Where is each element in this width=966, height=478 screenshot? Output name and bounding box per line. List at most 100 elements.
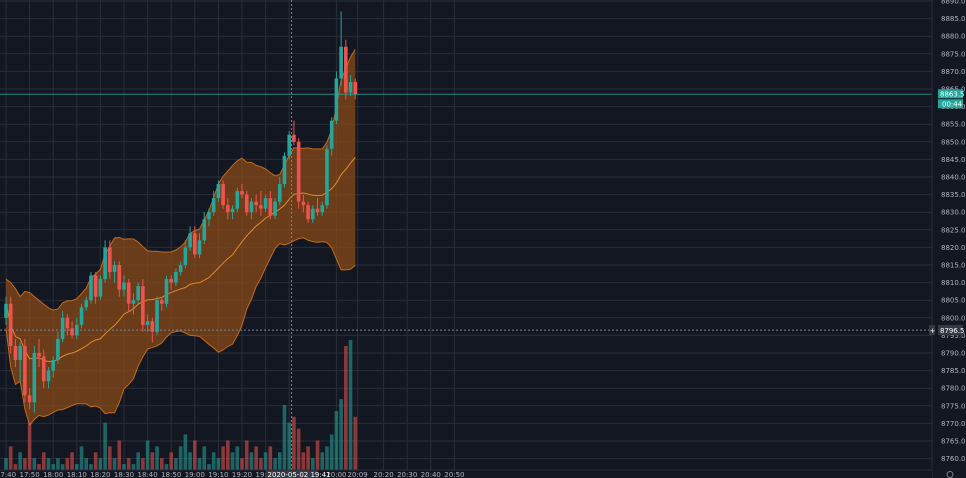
candle-body — [348, 81, 353, 93]
candle-body — [46, 370, 51, 382]
volume-bar — [254, 446, 258, 470]
candle-body — [320, 205, 325, 213]
volume-bar — [103, 422, 107, 470]
volume-bar — [292, 416, 296, 470]
candle-body — [315, 208, 320, 213]
volume-bar — [226, 440, 230, 470]
candle-body — [344, 46, 348, 93]
current-price-tag — [938, 89, 963, 99]
candle-body — [51, 360, 55, 371]
volume-bar — [240, 458, 244, 470]
candle-body — [32, 353, 37, 403]
candle-body — [296, 141, 301, 202]
x-tick-label: 19:20 — [232, 471, 252, 478]
volume-bar — [183, 434, 188, 470]
volume-bar — [159, 458, 164, 470]
candle-body — [103, 247, 107, 280]
x-tick-label: 20:40 — [421, 471, 441, 478]
x-tick-label: 19:10 — [208, 471, 228, 478]
candle-body — [70, 328, 74, 336]
y-tick-label: 8850.0 — [941, 138, 966, 146]
candle-body — [263, 198, 268, 209]
y-tick-label: 8780.0 — [941, 385, 966, 393]
candle-body — [216, 184, 221, 199]
candle-body — [339, 46, 343, 79]
candle-body — [126, 282, 131, 304]
volume-bar — [164, 464, 169, 470]
candle-body — [311, 208, 315, 220]
volume-bar — [211, 452, 216, 470]
y-tick-label: 8875.0 — [941, 50, 966, 58]
candle-body — [282, 155, 287, 185]
band-lower-line — [5, 237, 356, 427]
crosshair-price-label: 8796.5 — [940, 327, 965, 335]
price-axis[interactable]: 8760.0 8765.0 8770.0 8775.0 8780.0 8785.0 8790… — [931, 0, 966, 478]
volume-bars — [4, 340, 358, 470]
candle-body — [89, 275, 93, 301]
volume-bar — [268, 446, 273, 470]
candle-body — [306, 205, 310, 220]
volume-bar — [249, 452, 254, 470]
volume-bar — [79, 446, 84, 470]
candle-body — [235, 191, 240, 209]
y-tick-label: 8845.0 — [941, 156, 966, 164]
volume-bar — [46, 458, 51, 470]
candle-body — [41, 356, 46, 382]
volume-bar — [155, 446, 159, 470]
x-tick-label: 18:20 — [90, 471, 110, 478]
volume-bar — [197, 458, 202, 470]
candle-body — [221, 184, 225, 206]
candle-body — [353, 81, 358, 95]
volume-bar — [329, 434, 334, 470]
x-tick-label: 18:00 — [43, 471, 63, 478]
candle-body — [268, 198, 273, 216]
volume-bar — [122, 464, 126, 470]
candle-body — [108, 247, 112, 273]
candle-body — [18, 345, 22, 361]
candle-body — [197, 240, 202, 255]
candle-body — [60, 317, 65, 339]
y-tick-label: 8830.0 — [941, 209, 966, 217]
volume-bar — [98, 458, 103, 470]
x-tick-label: 20:50 — [444, 471, 464, 478]
volume-bar — [150, 452, 155, 470]
countdown-label: 00:44 — [942, 100, 963, 108]
x-tick-label: 20:09 — [348, 471, 368, 478]
candle-body — [202, 219, 207, 241]
candle-body — [174, 272, 178, 283]
volume-bar — [70, 452, 74, 470]
candle-body — [122, 282, 126, 290]
volume-bar — [51, 464, 55, 470]
volume-bar — [89, 464, 93, 470]
volume-bar — [136, 452, 140, 470]
volume-bar — [334, 410, 339, 470]
candle-body — [226, 205, 230, 213]
candle-body — [65, 317, 70, 329]
candle-body — [4, 303, 8, 318]
y-tick-label: 8810.0 — [941, 279, 966, 287]
candle-body — [273, 201, 277, 216]
x-tick-label: 20:30 — [397, 471, 417, 478]
y-tick-label: 8770.0 — [941, 420, 966, 428]
volume-bar — [244, 440, 249, 470]
y-tick-label: 8855.0 — [941, 121, 966, 129]
candle-body — [329, 120, 334, 149]
axis-tags: 8863.5 00:44 + 8796.5 2020-05-02 19:41 — [265, 89, 965, 478]
countdown-tag — [938, 99, 963, 109]
volume-bar — [112, 458, 117, 470]
candle-body — [27, 395, 32, 403]
y-tick-label: 8820.0 — [941, 244, 966, 252]
volume-bar — [8, 446, 13, 470]
x-tick-label: 20:20 — [374, 471, 394, 478]
plus-icon: + — [930, 327, 936, 335]
candle-body — [98, 279, 103, 297]
x-tick-label: 17:50 — [20, 471, 40, 478]
volume-bar — [108, 446, 112, 470]
volume-bar — [145, 440, 150, 470]
candlesticks — [4, 11, 358, 413]
x-tick-label: 20:00 — [326, 471, 346, 478]
volume-bar — [301, 452, 306, 470]
candle-body — [249, 201, 254, 213]
